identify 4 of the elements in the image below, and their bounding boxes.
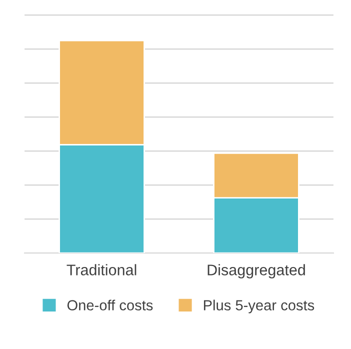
legend-label: Plus 5-year costs xyxy=(204,300,314,314)
x-tick-label: Traditional xyxy=(66,264,136,276)
legend-label: One-off costs xyxy=(67,300,153,310)
x-tick-label: Disaggregated xyxy=(208,264,305,278)
